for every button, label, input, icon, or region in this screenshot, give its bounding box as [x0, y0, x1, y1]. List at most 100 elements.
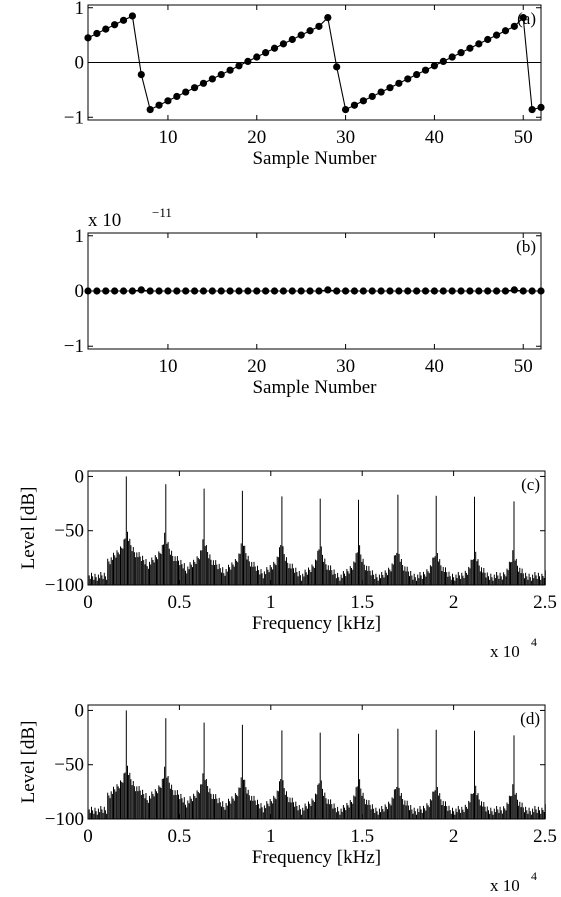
- data-point: [146, 105, 154, 114]
- data-point: [226, 287, 234, 295]
- x-axis-label: Frequency [kHz]: [252, 847, 381, 868]
- data-point: [368, 287, 376, 295]
- data-point: [164, 97, 172, 105]
- data-point: [306, 287, 314, 295]
- data-point: [457, 287, 465, 295]
- x-tick-label: 10: [158, 356, 177, 377]
- x-tick-label: 1: [266, 826, 276, 847]
- scale-factor: x 10: [490, 642, 520, 661]
- data-point: [128, 12, 137, 20]
- data-point: [262, 49, 270, 57]
- data-point: [395, 79, 403, 87]
- data-point: [350, 287, 359, 295]
- data-point: [439, 57, 447, 66]
- data-point: [404, 75, 412, 83]
- data-point: [93, 287, 101, 295]
- data-point: [297, 31, 305, 39]
- data-point: [421, 287, 430, 295]
- y-tick-label: −50: [54, 521, 84, 542]
- spectrum-bars: [87, 710, 546, 819]
- data-point: [84, 34, 92, 42]
- data-point: [501, 287, 510, 295]
- data-point: [253, 287, 261, 295]
- data-point: [288, 35, 296, 44]
- y-tick-label: −100: [45, 809, 84, 830]
- data-point: [306, 27, 314, 35]
- data-point: [439, 287, 447, 295]
- y-tick-label: 1: [75, 0, 85, 19]
- data-point: [537, 287, 545, 295]
- x-tick-label: 0: [83, 826, 93, 847]
- series-line: [88, 289, 541, 292]
- data-point: [182, 287, 190, 295]
- x-tick-label: 2: [449, 826, 459, 847]
- data-point: [341, 105, 350, 114]
- x-tick-label: 0.5: [168, 826, 192, 847]
- y-tick-label: −100: [45, 575, 84, 596]
- data-point: [173, 92, 181, 101]
- data-point: [492, 287, 501, 295]
- scale-exponent: 4: [531, 869, 537, 883]
- panel-label: (b): [516, 237, 536, 256]
- scale-exponent: 4: [531, 635, 537, 649]
- data-point: [448, 287, 456, 295]
- data-point: [253, 53, 261, 61]
- data-point: [199, 287, 208, 295]
- x-tick-label: 1: [266, 592, 276, 613]
- data-point: [466, 287, 474, 295]
- x-tick-label: 40: [425, 356, 444, 377]
- x-tick-label: 40: [425, 127, 444, 148]
- data-point: [421, 66, 430, 74]
- x-tick-label: 30: [336, 127, 355, 148]
- panel-label: (d): [520, 709, 540, 728]
- data-point: [333, 287, 341, 295]
- data-point: [262, 287, 270, 295]
- x-tick-label: 10: [158, 127, 177, 148]
- data-point: [413, 287, 421, 295]
- data-point: [341, 287, 350, 295]
- y-tick-label: −50: [54, 755, 84, 776]
- x-tick-label: 2: [449, 592, 459, 613]
- data-point: [430, 287, 439, 295]
- data-point: [475, 40, 483, 48]
- y-tick-label: 1: [75, 226, 85, 247]
- data-point: [137, 70, 145, 79]
- scale-factor: x 10: [88, 210, 121, 231]
- y-tick-label: −1: [64, 107, 84, 128]
- x-tick-label: 1.5: [350, 826, 374, 847]
- data-point: [377, 287, 385, 295]
- series-line: [87, 15, 542, 111]
- data-point: [324, 13, 332, 22]
- data-point: [288, 287, 296, 295]
- data-point: [368, 92, 376, 101]
- data-point: [510, 22, 518, 30]
- data-point: [217, 287, 225, 295]
- data-point: [350, 101, 359, 109]
- data-point: [244, 287, 252, 295]
- data-point: [315, 22, 323, 30]
- x-tick-label: 1.5: [350, 592, 374, 613]
- x-tick-label: 30: [336, 356, 355, 377]
- data-point: [484, 287, 492, 295]
- data-point: [137, 286, 145, 294]
- data-point: [377, 88, 385, 96]
- data-point: [208, 287, 216, 295]
- data-point: [155, 287, 163, 295]
- data-point: [457, 49, 465, 57]
- y-axis-label: Level [dB]: [18, 721, 39, 804]
- data-point: [190, 287, 199, 295]
- data-point: [235, 62, 243, 70]
- x-tick-label: 0.5: [168, 592, 192, 613]
- data-point: [146, 287, 154, 295]
- data-point: [208, 75, 216, 83]
- panel-d: 0 0.5 1 1.5 2 2.5 −100 −50 0 (d) Frequency [kHz] Le…: [18, 700, 557, 895]
- data-point: [430, 62, 439, 70]
- data-point: [111, 21, 119, 29]
- x-tick-label: 50: [514, 127, 533, 148]
- data-point: [164, 287, 172, 295]
- panel-label: (c): [521, 475, 540, 494]
- y-tick-label: 0: [75, 281, 85, 302]
- data-point: [119, 16, 128, 24]
- data-point: [173, 287, 181, 295]
